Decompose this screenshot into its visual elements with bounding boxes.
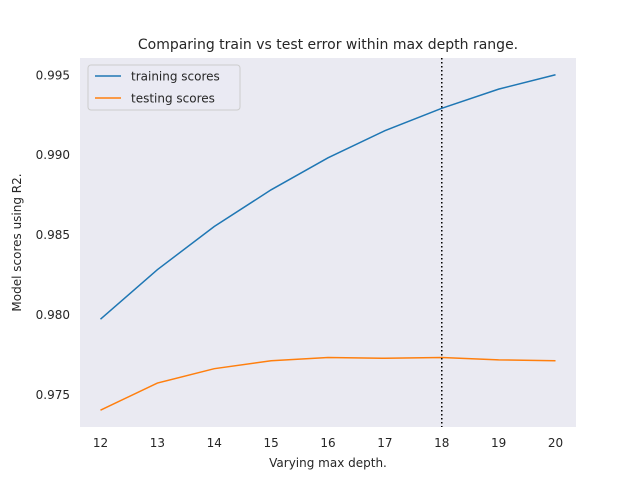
x-tick-label: 16 <box>320 436 335 450</box>
x-tick-label: 12 <box>93 436 108 450</box>
legend: training scores testing scores <box>87 64 241 111</box>
plot-area <box>80 58 576 427</box>
series-line-2 <box>100 356 556 411</box>
y-tick-label: 0.980 <box>36 308 70 322</box>
series-line-1 <box>99 74 556 320</box>
y-tick-label: 0.990 <box>36 148 70 162</box>
x-tick-label: 17 <box>377 436 392 450</box>
y-tick-label: 0.995 <box>36 68 70 82</box>
x-tick-label: 20 <box>548 436 563 450</box>
x-axis-label: Varying max depth. <box>269 456 387 470</box>
x-tick-label: 13 <box>150 436 165 450</box>
legend-label-2: testing scores <box>131 92 215 106</box>
x-tick-label: 19 <box>491 436 506 450</box>
x-tick-label: 15 <box>263 436 278 450</box>
legend-box <box>87 64 241 111</box>
legend-label-1: training scores <box>131 70 220 84</box>
y-tick-label: 0.975 <box>36 388 70 402</box>
x-tick-label: 18 <box>434 436 449 450</box>
y-axis-label: Model scores using R2. <box>10 173 24 311</box>
x-tick-label: 14 <box>207 436 222 450</box>
y-tick-label: 0.985 <box>36 228 70 242</box>
chart-title: Comparing train vs test error within max… <box>138 37 518 53</box>
